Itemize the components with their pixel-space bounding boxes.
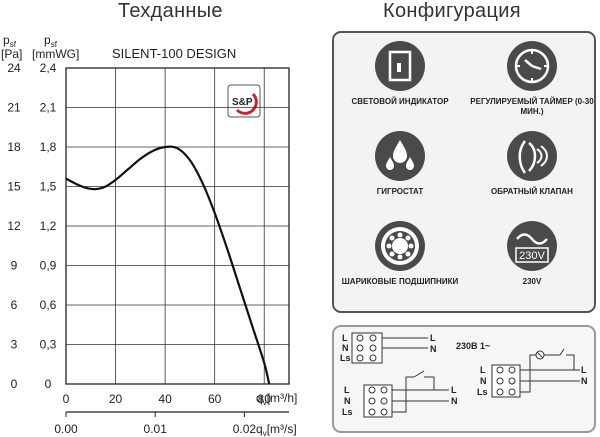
feature-timer: РЕГУЛИРУЕМЫЙ ТАЙМЕР (0-30 МИН.): [466, 39, 598, 117]
y-pa-tick-label: 15: [7, 180, 21, 194]
feature-label: ГИГРОСТАТ: [376, 187, 424, 196]
supply-voltage-label: 230В 1~: [456, 341, 490, 351]
x-m3s-tick-label: 0.02: [233, 422, 257, 436]
x-m3s-tick-label: 0.01: [144, 422, 168, 436]
wiring-diagram: L N Ls L N 230В 1~ L N Ls L N L: [340, 332, 588, 418]
tech-data-heading: Техданные: [118, 0, 223, 22]
wiring-diagram-panel: L N Ls L N 230В 1~ L N Ls L N L: [332, 325, 596, 433]
fan-performance-chart: psf [Pa] psf [mmWG] SILENT-100 DESIGN S&…: [1, 33, 297, 437]
x-m3h-tick-label: 0: [63, 392, 70, 406]
y-pa-tick-label: 6: [11, 298, 18, 312]
svg-text:N: N: [581, 376, 588, 386]
check-valve-icon: [507, 131, 557, 181]
y-pa-tick-label: 18: [7, 140, 21, 154]
svg-text:L: L: [342, 333, 348, 343]
configuration-heading: Конфигурация: [383, 0, 521, 22]
feature-label: ОБРАТНЫЙ КЛАПАН: [491, 187, 573, 196]
svg-text:L: L: [451, 385, 457, 395]
terminal-block: [491, 364, 521, 398]
light-indicator-icon: [375, 41, 425, 91]
svg-text:N: N: [451, 396, 458, 406]
y-pa-tick-label: 12: [7, 219, 21, 233]
x-bottom-axis-label: qv[m³/s]: [256, 422, 297, 437]
series-line: [65, 145, 271, 385]
svg-text:L: L: [480, 365, 486, 375]
y-mmwg-tick-label: 0,9: [40, 259, 57, 273]
hygrostat-icon: [375, 131, 425, 181]
svg-text:Ls: Ls: [477, 387, 488, 397]
y-pa-tick-label: 24: [7, 61, 21, 75]
svg-text:230V: 230V: [519, 250, 545, 262]
terminal-block: [363, 384, 393, 418]
x-top-axis-label: qv[m³/h]: [256, 391, 297, 407]
feature-230v: 230V 230V: [466, 219, 598, 287]
x-m3s-tick-label: 0.00: [54, 422, 78, 436]
svg-text:N: N: [342, 343, 349, 353]
feature-label: СВЕТОВОЙ ИНДИКАТОР: [351, 97, 449, 106]
ball-bearing-icon: [375, 221, 425, 271]
svg-text:L: L: [344, 385, 350, 395]
y-mmwg-tick-label: 0,6: [40, 298, 57, 312]
y-mmwg-tick-label: 0,3: [40, 338, 57, 352]
svg-text:N: N: [344, 396, 351, 406]
x-m3h-tick-label: 20: [109, 392, 123, 406]
y-left-axis-label: psf: [3, 33, 17, 49]
y-right-unit-label: [mmWG]: [32, 47, 79, 61]
svg-text:Ls: Ls: [342, 407, 353, 417]
y-pa-tick-label: 9: [11, 259, 18, 273]
feature-check-valve: ОБРАТНЫЙ КЛАПАН: [466, 129, 598, 197]
y-right-axis-label: psf: [44, 33, 58, 49]
y-mmwg-tick-label: 0: [45, 377, 52, 391]
voltage-230v-icon: 230V: [507, 221, 557, 271]
y-mmwg-tick-label: 1,5: [40, 180, 57, 194]
timer-icon: [507, 41, 557, 91]
svg-text:L: L: [430, 333, 436, 343]
feature-label: ШАРИКОВЫЕ ПОДШИПНИКИ: [341, 277, 459, 286]
x-m3h-tick-label: 80: [258, 392, 272, 406]
y-left-unit-label: [Pa]: [1, 47, 22, 61]
svg-text:L: L: [581, 365, 587, 375]
svg-text:N: N: [480, 376, 487, 386]
sp-logo: S&P: [227, 84, 261, 118]
y-pa-tick-label: 0: [11, 377, 18, 391]
y-mmwg-tick-label: 1,2: [40, 219, 57, 233]
x-m3h-tick-label: 60: [208, 392, 222, 406]
svg-text:S&P: S&P: [232, 97, 253, 108]
y-mmwg-tick-label: 2,1: [40, 101, 57, 115]
configuration-panel: СВЕТОВОЙ ИНДИКАТОР РЕГУЛИРУЕМЫЙ ТАЙМЕР (…: [332, 31, 596, 313]
svg-text:Ls: Ls: [340, 353, 351, 363]
feature-light-indicator: СВЕТОВОЙ ИНДИКАТОР: [334, 39, 466, 107]
y-pa-tick-label: 21: [7, 101, 21, 115]
feature-label: 230V: [522, 277, 542, 286]
y-pa-tick-label: 3: [11, 338, 18, 352]
y-mmwg-tick-label: 1,8: [40, 140, 57, 154]
feature-label: РЕГУЛИРУЕМЫЙ ТАЙМЕР (0-30 МИН.): [470, 97, 594, 116]
y-mmwg-tick-label: 2,4: [40, 61, 57, 75]
x-m3h-tick-label: 40: [158, 392, 172, 406]
feature-hygrostat: ГИГРОСТАТ: [334, 129, 466, 197]
chart-title: SILENT-100 DESIGN: [112, 46, 236, 61]
feature-ball-bearing: ШАРИКОВЫЕ ПОДШИПНИКИ: [334, 219, 466, 287]
svg-text:N: N: [430, 344, 437, 354]
terminal-block: [351, 332, 383, 364]
